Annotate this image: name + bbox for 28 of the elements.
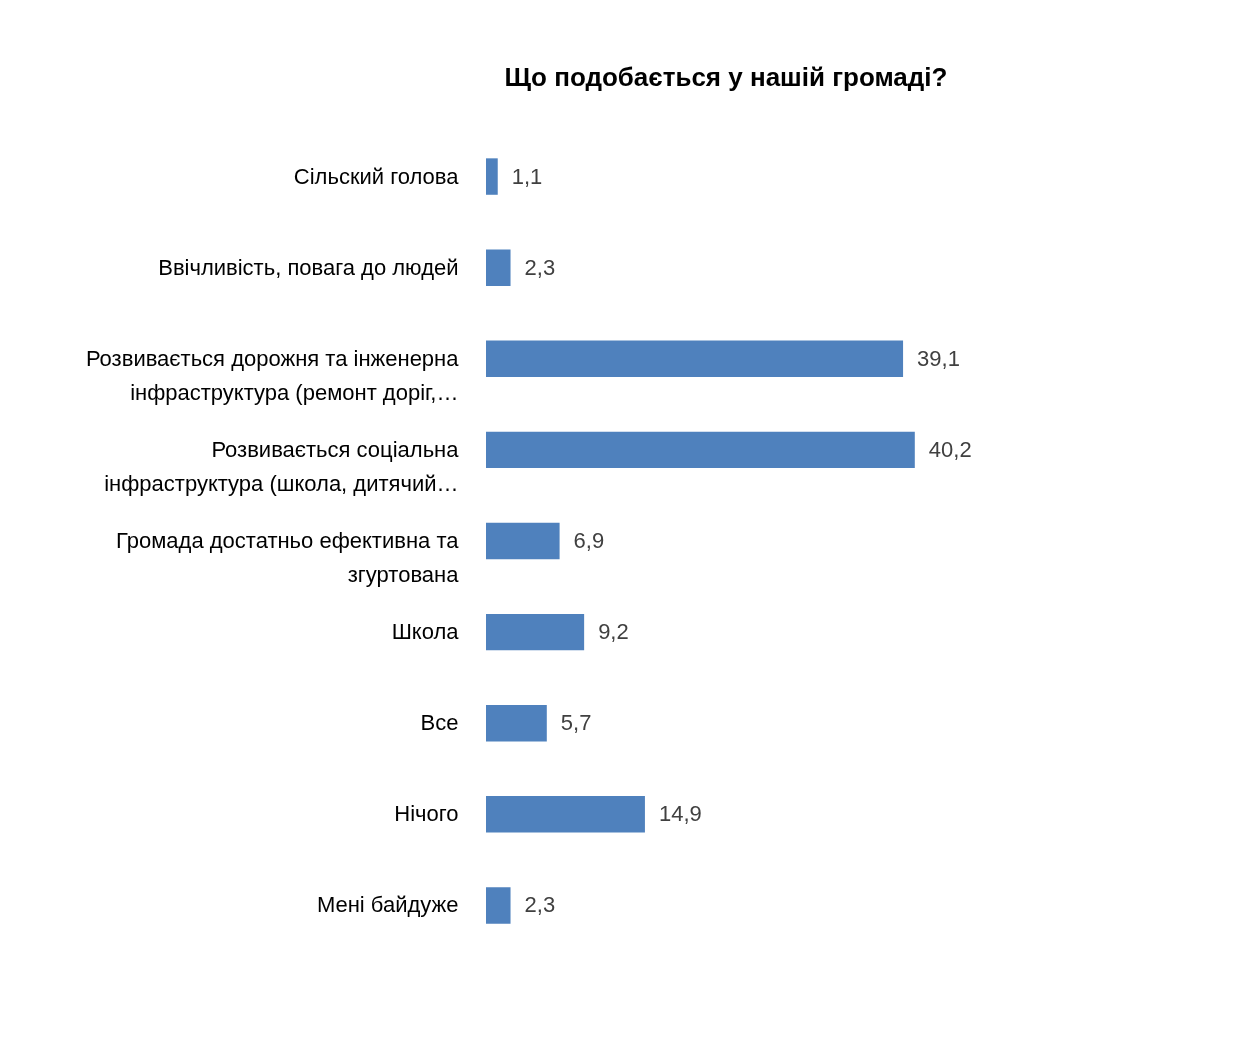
bar: [486, 522, 560, 560]
data-label: 2,3: [524, 892, 556, 918]
bar: [486, 705, 547, 742]
chart-title: Що подобається у нашій громаді?: [504, 62, 948, 92]
y-tick-label: Мені байдуже: [316, 892, 459, 918]
y-tick-label: Громада достатньо ефективна та згуртована: [116, 528, 460, 587]
y-tick-label: Нічого: [394, 801, 459, 827]
data-label: 9,2: [598, 619, 629, 645]
bar: [486, 340, 904, 377]
data-label: 2,3: [524, 254, 556, 280]
data-label: 6,9: [573, 528, 605, 553]
bar: [486, 887, 511, 924]
bar: [486, 613, 585, 651]
y-tick-label: Сільский голова: [293, 163, 460, 189]
data-label: 14,9: [658, 801, 702, 827]
y-tick-label: Все: [420, 710, 459, 736]
y-tick-label: Ввічливість, повага до людей: [158, 254, 459, 280]
bar: [486, 431, 915, 469]
data-label: 1,1: [511, 163, 543, 189]
data-label: 5,7: [560, 710, 592, 736]
data-label: 40,2: [928, 436, 972, 462]
bar: [486, 796, 645, 833]
bar: [486, 249, 511, 286]
y-tick-label: Розвивається соціальна інфраструктура (школа, дитячий…: [104, 436, 460, 496]
y-tick-label: Розвивається дорожня та інженерна інфраструктура (ремонт доріг,…: [85, 345, 460, 405]
y-tick-label: Школа: [391, 619, 460, 645]
bar: [486, 158, 498, 195]
data-label: 39,1: [917, 345, 960, 371]
